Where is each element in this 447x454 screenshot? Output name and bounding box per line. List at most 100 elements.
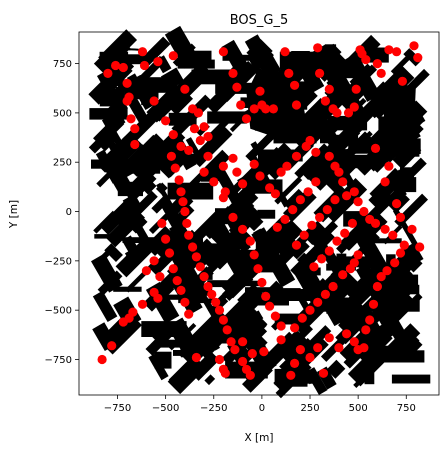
data-point xyxy=(397,76,407,86)
data-point xyxy=(349,337,359,347)
data-point xyxy=(253,264,263,274)
data-point xyxy=(295,195,305,205)
data-point xyxy=(218,161,228,171)
data-point xyxy=(199,272,209,282)
data-point xyxy=(259,347,269,357)
building-footprint xyxy=(294,143,330,179)
data-point xyxy=(349,102,359,112)
data-point xyxy=(307,220,317,230)
chart-title: BOS_G_5 xyxy=(230,13,289,28)
building-footprint xyxy=(155,182,168,195)
building-footprint xyxy=(275,362,312,399)
data-point xyxy=(211,297,221,307)
data-point xyxy=(203,132,213,142)
building-footprint xyxy=(372,284,420,295)
building-footprint xyxy=(291,241,310,260)
data-point xyxy=(176,141,186,151)
data-point xyxy=(230,345,240,355)
road-line xyxy=(101,48,139,57)
data-point xyxy=(249,159,259,169)
data-point xyxy=(313,43,323,53)
building-footprint xyxy=(266,155,292,181)
building-footprint xyxy=(394,132,411,150)
data-point xyxy=(332,108,342,118)
data-point xyxy=(380,177,390,187)
data-point xyxy=(153,293,163,303)
data-point xyxy=(153,57,163,67)
data-point xyxy=(361,55,371,65)
data-point xyxy=(305,305,315,315)
building-footprint xyxy=(99,136,116,152)
data-point xyxy=(168,130,178,140)
building-footprint xyxy=(122,237,162,243)
data-point xyxy=(257,277,267,288)
building-footprint xyxy=(395,292,423,320)
building-footprint xyxy=(358,238,402,244)
data-point xyxy=(272,222,282,232)
data-point xyxy=(247,349,257,359)
data-point xyxy=(118,62,128,73)
building-footprint xyxy=(172,43,196,67)
building-footprint xyxy=(189,351,220,381)
building-footprint xyxy=(391,374,431,384)
building-footprint xyxy=(221,39,254,82)
data-point xyxy=(188,242,198,252)
data-point xyxy=(286,370,296,380)
data-point xyxy=(176,187,186,197)
data-point xyxy=(245,370,255,380)
building-footprint xyxy=(310,220,339,248)
data-point xyxy=(311,147,321,157)
building-footprint xyxy=(139,36,171,68)
building-footprints xyxy=(88,25,431,399)
building-footprint xyxy=(237,283,266,312)
data-point xyxy=(226,337,236,347)
building-footprint xyxy=(120,181,142,210)
data-point xyxy=(249,104,259,114)
building-footprint xyxy=(274,313,308,325)
data-point xyxy=(392,47,402,57)
data-point xyxy=(280,214,290,224)
building-footprint xyxy=(199,246,223,256)
y-tick-label: 500 xyxy=(53,108,72,119)
data-point xyxy=(270,189,280,199)
y-tick-label: 750 xyxy=(53,59,72,70)
building-footprint xyxy=(185,137,202,159)
data-point xyxy=(214,305,225,315)
data-point xyxy=(351,84,361,94)
data-point xyxy=(315,212,325,222)
building-footprint xyxy=(169,63,213,107)
data-point xyxy=(372,281,382,292)
data-point xyxy=(359,343,369,353)
large-building-block xyxy=(381,85,416,129)
building-footprint xyxy=(386,328,420,362)
building-footprint xyxy=(275,241,292,257)
building-footprint xyxy=(115,239,147,270)
x-tick-label: −500 xyxy=(152,403,179,414)
data-point xyxy=(399,240,409,250)
data-point xyxy=(193,108,203,118)
data-point xyxy=(255,171,265,181)
building-footprint xyxy=(155,339,196,348)
data-point xyxy=(290,323,300,333)
building-footprint xyxy=(377,334,393,350)
data-point xyxy=(303,187,313,197)
building-footprint xyxy=(228,206,261,239)
data-point xyxy=(241,114,252,124)
building-footprint xyxy=(330,260,349,279)
data-point xyxy=(305,135,315,146)
building-footprint xyxy=(378,116,387,132)
data-point xyxy=(207,289,217,299)
x-tick-label: 750 xyxy=(397,403,416,414)
building-footprint xyxy=(217,243,238,275)
data-point xyxy=(238,224,248,234)
data-point xyxy=(390,258,400,268)
data-point xyxy=(265,301,275,311)
data-point xyxy=(313,297,323,307)
data-points xyxy=(97,41,425,380)
building-footprint xyxy=(173,350,185,356)
data-point xyxy=(161,234,171,244)
data-point xyxy=(330,195,340,205)
building-footprint xyxy=(178,298,221,304)
building-footprint xyxy=(94,234,117,239)
data-point xyxy=(349,187,359,197)
